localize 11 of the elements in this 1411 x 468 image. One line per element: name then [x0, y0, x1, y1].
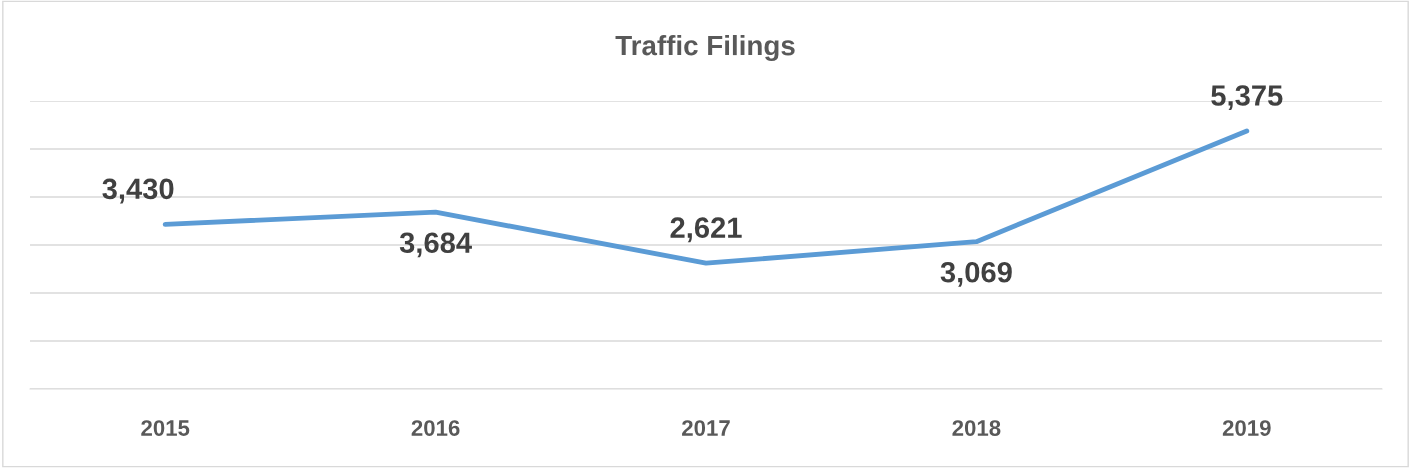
x-tick-label: 2016 — [411, 420, 460, 436]
data-label: 3,430 — [102, 178, 174, 204]
data-label: 2,621 — [670, 217, 742, 243]
x-tick-label: 2018 — [952, 420, 1001, 436]
x-tick-label: 2015 — [141, 420, 190, 436]
x-tick-label: 2017 — [682, 420, 730, 436]
x-tick-label: 2019 — [1222, 420, 1271, 436]
data-label: 5,375 — [1211, 85, 1283, 111]
data-label: 3,069 — [940, 261, 1012, 287]
data-label: 3,684 — [399, 232, 472, 258]
chart-title: Traffic Filings — [615, 34, 795, 62]
